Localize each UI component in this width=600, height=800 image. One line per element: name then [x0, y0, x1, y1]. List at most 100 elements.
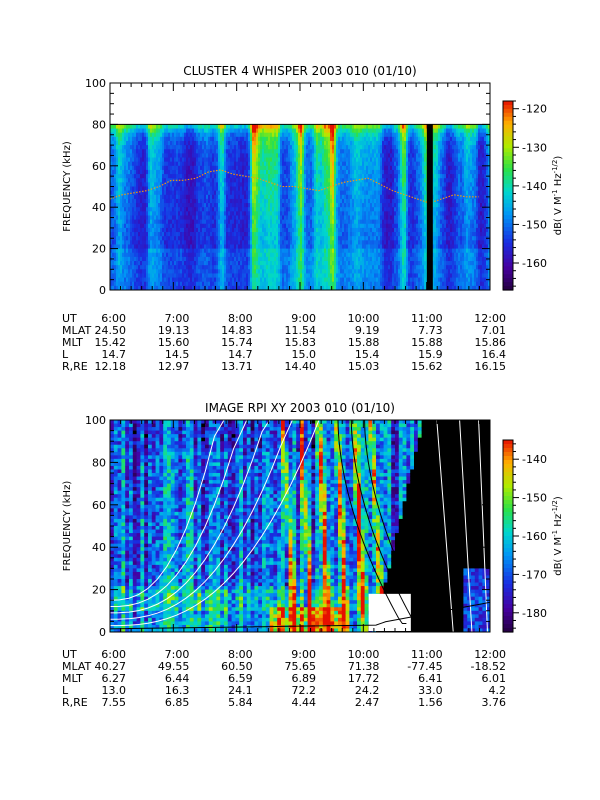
- spectrogram-cell: [192, 149, 195, 154]
- spectrogram-cell: [184, 169, 187, 175]
- spectrogram-cell: [128, 232, 131, 237]
- spectrogram-cell: [140, 182, 143, 187]
- spectrogram-cell: [306, 194, 309, 200]
- spectrogram-cell: [222, 136, 225, 142]
- spectrogram-cell: [144, 248, 147, 254]
- spectrogram-cell: [226, 178, 229, 183]
- spectrogram-cell: [318, 240, 321, 245]
- spectrogram-cell: [248, 165, 251, 171]
- spectrogram-cell: [136, 124, 139, 130]
- spectrogram-cell: [160, 157, 163, 163]
- spectrogram-cell: [172, 161, 175, 167]
- spectrogram-cell: [234, 248, 237, 254]
- spectrogram-cell: [128, 219, 131, 225]
- spectrogram-cell: [298, 215, 301, 221]
- spectrogram-cell: [164, 136, 167, 142]
- spectrogram-cell: [352, 165, 355, 171]
- spectrogram-cell: [186, 153, 189, 159]
- spectrogram-cell: [292, 244, 295, 250]
- spectrogram-cell: [338, 256, 341, 262]
- spectrogram-cell: [276, 161, 279, 167]
- spectrogram-cell: [168, 248, 171, 254]
- spectrogram-cell: [222, 236, 225, 241]
- spectrogram-cell: [326, 207, 329, 212]
- spectrogram-cell: [186, 273, 189, 279]
- spectrogram-cell: [320, 194, 323, 200]
- spectrogram-cell: [332, 140, 335, 146]
- spectrogram-cell: [348, 281, 351, 287]
- spectrogram-cell: [272, 190, 275, 196]
- spectrogram-cell: [302, 244, 305, 250]
- spectrogram-cell: [354, 252, 357, 258]
- spectrogram-cell: [348, 186, 351, 192]
- spectrogram-cell: [340, 182, 343, 187]
- spectrogram-cell: [250, 161, 253, 167]
- spectrogram-cell: [204, 203, 207, 208]
- spectrogram-cell: [282, 149, 285, 154]
- spectrogram-cell: [210, 285, 213, 291]
- spectrogram-cell: [306, 252, 309, 258]
- spectrogram-cell: [354, 124, 357, 130]
- spectrogram-cell: [216, 186, 219, 192]
- spectrogram-cell: [142, 198, 145, 204]
- spectrogram-cell: [324, 194, 327, 200]
- spectrogram-cell: [206, 149, 209, 154]
- spectrogram-cell: [162, 203, 165, 208]
- spectrogram-cell: [162, 244, 165, 250]
- spectrogram-cell: [214, 124, 217, 130]
- spectrogram-cell: [164, 211, 167, 216]
- spectrogram-cell: [302, 203, 305, 208]
- spectrogram-cell: [246, 223, 249, 229]
- spectrogram-cell: [192, 244, 195, 250]
- spectrogram-cell: [212, 132, 215, 138]
- spectrogram-cell: [300, 261, 303, 266]
- spectrogram-cell: [148, 182, 151, 187]
- spectrogram-cell: [176, 182, 179, 187]
- spectrogram-cell: [354, 232, 357, 237]
- spectrogram-cell: [346, 248, 349, 254]
- spectrogram-cell: [270, 207, 273, 212]
- spectrogram-cell: [320, 277, 323, 283]
- spectrogram-cell: [316, 136, 319, 142]
- spectrogram-cell: [134, 211, 137, 216]
- spectrogram-cell: [344, 149, 347, 154]
- spectrogram-cell: [276, 219, 279, 225]
- spectrogram-cell: [236, 240, 239, 245]
- spectrogram-cell: [126, 240, 129, 245]
- spectrogram-cell: [344, 198, 347, 204]
- spectrogram-cell: [128, 198, 131, 204]
- spectrogram-cell: [324, 256, 327, 262]
- spectrogram-cell: [334, 161, 337, 167]
- spectrogram-cell: [192, 227, 195, 233]
- spectrogram-cell: [352, 132, 355, 138]
- spectrogram-cell: [280, 124, 283, 130]
- spectrogram-cell: [130, 236, 133, 241]
- spectrogram-cell: [184, 132, 187, 138]
- spectrogram-cell: [242, 252, 245, 258]
- spectrogram-cell: [322, 236, 325, 241]
- spectrogram-cell: [342, 190, 345, 196]
- spectrogram-cell: [156, 161, 159, 167]
- spectrogram-cell: [154, 248, 157, 254]
- spectrogram-cell: [278, 244, 281, 250]
- spectrogram-cell: [292, 132, 295, 138]
- spectrogram-cell: [346, 161, 349, 167]
- spectrogram-cell: [158, 182, 161, 187]
- spectrogram-cell: [310, 161, 313, 167]
- spectrogram-cell: [180, 145, 183, 150]
- spectrogram-cell: [346, 207, 349, 212]
- spectrogram-cell: [238, 273, 241, 279]
- spectrogram-cell: [356, 256, 359, 262]
- spectrogram-cell: [188, 248, 191, 254]
- spectrogram-cell: [146, 207, 149, 212]
- spectrogram-cell: [204, 198, 207, 204]
- spectrogram-cell: [254, 140, 257, 146]
- spectrogram-cell: [312, 273, 315, 279]
- spectrogram-cell: [122, 149, 125, 154]
- spectrogram-cell: [140, 248, 143, 254]
- spectrogram-cell: [270, 261, 273, 266]
- spectrogram-cell: [344, 136, 347, 142]
- spectrogram-cell: [350, 124, 353, 130]
- spectrogram-cell: [190, 281, 193, 287]
- spectrogram-cell: [160, 248, 163, 254]
